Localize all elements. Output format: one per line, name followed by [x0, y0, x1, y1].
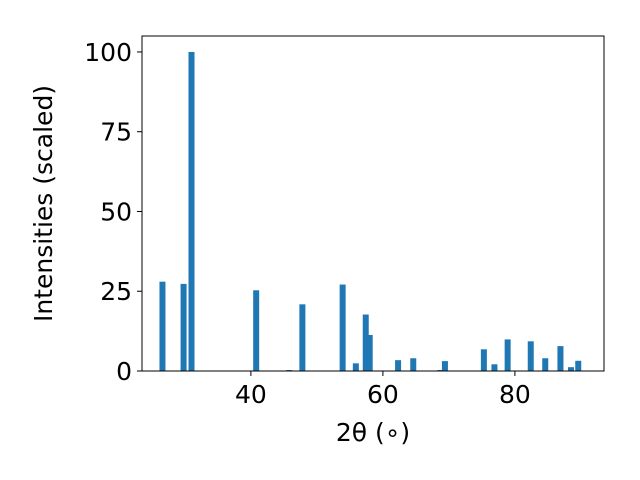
y-tick-label: 100: [84, 38, 132, 67]
y-axis-label: Intensities (scaled): [29, 85, 58, 322]
plot-frame: [141, 35, 605, 372]
bar: [339, 284, 346, 371]
y-tick-label: 50: [100, 197, 132, 226]
x-tick-label: 80: [499, 380, 531, 409]
bar: [410, 358, 417, 371]
bar: [504, 339, 511, 371]
bar: [575, 360, 582, 371]
bar: [557, 346, 564, 371]
bar: [441, 361, 448, 371]
bar: [299, 304, 306, 371]
bar: [527, 341, 534, 371]
bars: [159, 51, 582, 371]
bar: [362, 314, 369, 371]
y-ticks: 0 25 50 75 100: [84, 38, 142, 386]
bar: [352, 363, 359, 371]
x-ticks: 40 60 80: [235, 371, 531, 409]
x-tick-label: 60: [367, 380, 399, 409]
y-tick-label: 75: [100, 118, 132, 147]
y-tick-label: 0: [116, 357, 132, 386]
bar: [480, 349, 487, 371]
bar: [159, 281, 166, 371]
bar: [568, 367, 574, 371]
x-tick-label: 40: [235, 380, 267, 409]
bar: [188, 51, 195, 371]
bar: [491, 364, 498, 371]
bar: [180, 283, 187, 371]
y-tick-label: 25: [100, 277, 132, 306]
x-axis-label: 2θ (∘): [336, 418, 410, 447]
bar: [395, 360, 402, 371]
bar: [253, 290, 260, 371]
bar: [366, 334, 373, 371]
bar: [542, 358, 549, 371]
